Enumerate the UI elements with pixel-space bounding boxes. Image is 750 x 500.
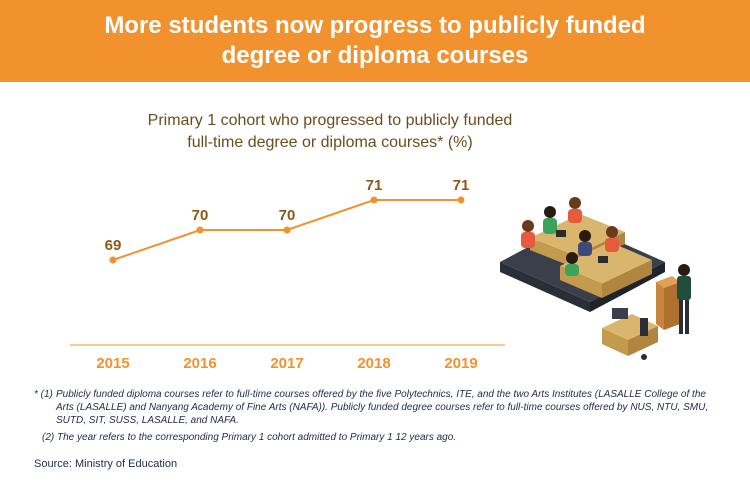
data-point-2019 bbox=[457, 196, 465, 204]
footnote-1-text: Publicly funded diploma courses refer to… bbox=[56, 389, 709, 426]
data-label-2019: 71 bbox=[453, 177, 470, 194]
data-point-2018 bbox=[370, 196, 378, 204]
data-label-2015: 69 bbox=[105, 237, 122, 254]
header-banner: More students now progress to publicly f… bbox=[0, 0, 750, 82]
x-tick-label-2015: 2015 bbox=[96, 355, 129, 372]
footnote-1: * (1) Publicly funded diploma courses re… bbox=[34, 388, 724, 427]
chart-title-line-2: full-time degree or diploma courses* (%) bbox=[187, 134, 473, 151]
x-tick-label-2019: 2019 bbox=[444, 355, 477, 372]
data-label-2018: 71 bbox=[366, 177, 383, 194]
footnote-2: (2) The year refers to the corresponding… bbox=[34, 431, 724, 444]
line-chart: 69 70 70 71 71 2015 2016 2017 2018 2019 bbox=[70, 177, 691, 372]
classroom-illustration bbox=[500, 197, 691, 360]
source-note: Source: Ministry of Education bbox=[34, 458, 178, 470]
data-label-2016: 70 bbox=[192, 207, 209, 224]
title-line-2: degree or diploma courses bbox=[221, 42, 529, 69]
data-point-2016 bbox=[196, 226, 204, 234]
title-line-1: More students now progress to publicly f… bbox=[104, 12, 646, 39]
data-point-2015 bbox=[109, 256, 117, 264]
x-tick-label-2016: 2016 bbox=[183, 355, 216, 372]
chart-title: Primary 1 cohort who progressed to publi… bbox=[100, 110, 560, 154]
x-tick-label-2018: 2018 bbox=[357, 355, 390, 372]
page-title: More students now progress to publicly f… bbox=[104, 11, 645, 71]
data-point-2017 bbox=[283, 226, 291, 234]
chart-title-line-1: Primary 1 cohort who progressed to publi… bbox=[147, 112, 513, 129]
data-label-2017: 70 bbox=[279, 207, 296, 224]
x-tick-label-2017: 2017 bbox=[270, 355, 303, 372]
footnote-1-number: * (1) bbox=[34, 389, 53, 400]
footnotes: * (1) Publicly funded diploma courses re… bbox=[34, 388, 724, 444]
footnote-2-text: (2) The year refers to the corresponding… bbox=[42, 432, 457, 443]
